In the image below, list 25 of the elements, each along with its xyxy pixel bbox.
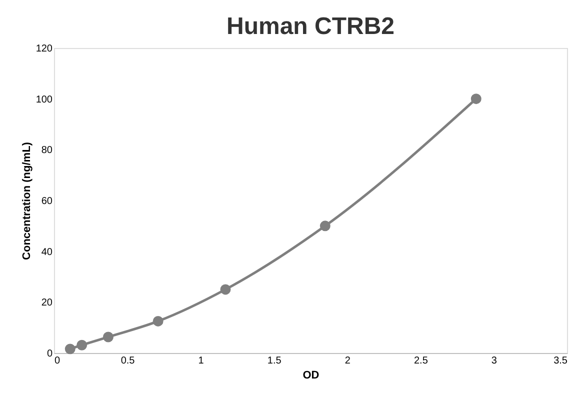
point <box>152 316 164 326</box>
chart-title: Human CTRB2 <box>226 13 395 40</box>
y-tick-label: 60 <box>41 196 53 207</box>
x-tick-label: 1 <box>198 356 204 366</box>
y-tick-label: 20 <box>41 298 53 309</box>
y-tick-label: 100 <box>36 94 53 106</box>
x-tick-label: 3.5 <box>554 356 568 366</box>
y-tick-label: 40 <box>41 246 53 258</box>
x-axis-title: OD <box>302 370 320 382</box>
x-tick-label: 2 <box>344 356 351 366</box>
y-tick-label: 80 <box>41 145 53 156</box>
y-tick-label: 120 <box>36 44 53 54</box>
point <box>470 94 482 104</box>
x-tick-label: 3 <box>491 356 498 366</box>
y-tick-label: 0 <box>46 348 53 360</box>
point <box>320 220 330 232</box>
x-tick-label: 2.5 <box>414 356 428 366</box>
point <box>76 340 88 350</box>
point <box>220 284 231 295</box>
point <box>102 332 114 342</box>
x-tick-label: 0.5 <box>120 356 136 366</box>
x-tick-label: 0 <box>54 356 60 366</box>
x-tick-label: 1.5 <box>267 356 282 366</box>
y-axis-title: Concentration (ng/mL) <box>20 142 33 260</box>
point <box>64 344 76 354</box>
